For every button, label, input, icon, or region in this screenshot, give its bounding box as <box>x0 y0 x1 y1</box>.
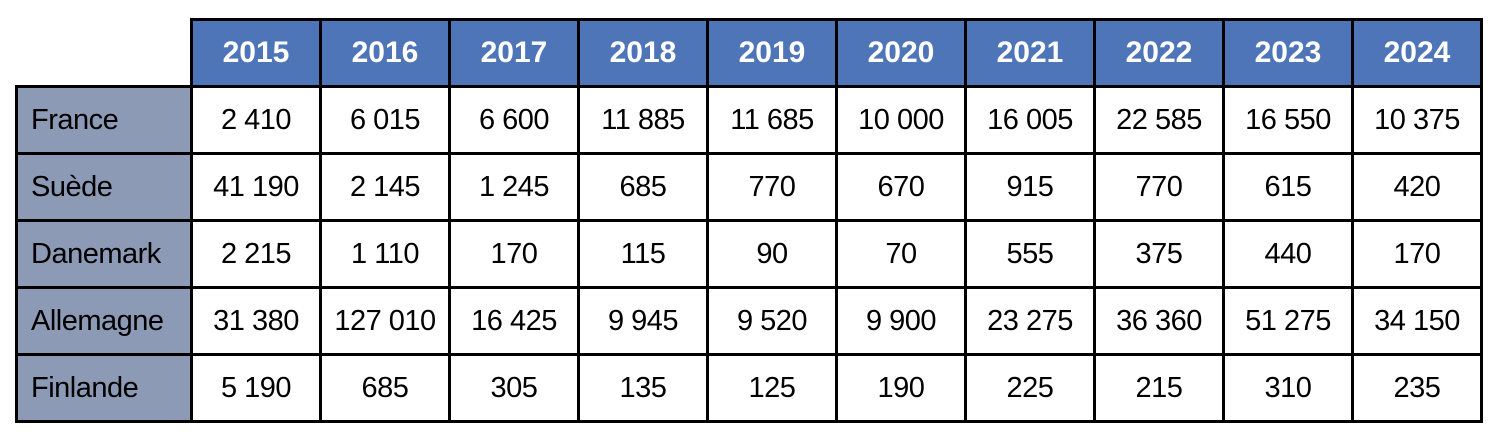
data-cell: 670 <box>835 152 967 222</box>
row-label: Suède <box>15 152 193 222</box>
data-cell: 685 <box>319 353 451 423</box>
data-cell: 215 <box>1093 353 1225 423</box>
data-cell: 2 145 <box>319 152 451 222</box>
row-label: Danemark <box>15 219 193 289</box>
data-table: 2015 2016 2017 2018 2019 2020 2021 2022 2023 2024… <box>15 18 1483 423</box>
data-cell: 9 900 <box>835 286 967 356</box>
data-cell: 190 <box>835 353 967 423</box>
data-cell: 305 <box>448 353 580 423</box>
year-header: 2024 <box>1351 18 1483 88</box>
data-cell: 36 360 <box>1093 286 1225 356</box>
year-header: 2020 <box>835 18 967 88</box>
data-cell: 6 015 <box>319 85 451 155</box>
year-header: 2015 <box>190 18 322 88</box>
year-header: 2018 <box>577 18 709 88</box>
data-cell: 2 410 <box>190 85 322 155</box>
year-header: 2021 <box>964 18 1096 88</box>
data-cell: 70 <box>835 219 967 289</box>
data-cell: 51 275 <box>1222 286 1354 356</box>
header-row: 2015 2016 2017 2018 2019 2020 2021 2022 2023 2024 <box>17 18 1483 88</box>
data-cell: 16 425 <box>448 286 580 356</box>
row-label: Allemagne <box>15 286 193 356</box>
data-cell: 770 <box>1093 152 1225 222</box>
data-cell: 170 <box>1351 219 1483 289</box>
data-cell: 615 <box>1222 152 1354 222</box>
data-cell: 127 010 <box>319 286 451 356</box>
data-cell: 9 520 <box>706 286 838 356</box>
data-cell: 420 <box>1351 152 1483 222</box>
row-label: France <box>15 85 193 155</box>
data-cell: 22 585 <box>1093 85 1225 155</box>
table-body: France 2 410 6 015 6 600 11 885 11 685 10 000 1… <box>15 85 1483 423</box>
data-cell: 16 005 <box>964 85 1096 155</box>
year-header: 2019 <box>706 18 838 88</box>
data-cell: 170 <box>448 219 580 289</box>
data-cell: 225 <box>964 353 1096 423</box>
data-cell: 11 685 <box>706 85 838 155</box>
data-cell: 6 600 <box>448 85 580 155</box>
data-cell: 555 <box>964 219 1096 289</box>
data-cell: 10 000 <box>835 85 967 155</box>
table-row: Danemark 2 215 1 110 170 115 90 70 555 375 440 170 <box>15 219 1483 289</box>
data-cell: 2 215 <box>190 219 322 289</box>
table-row: Finlande 5 190 685 305 135 125 190 225 215 310 235 <box>15 353 1483 423</box>
corner-cell <box>17 20 192 87</box>
data-cell: 125 <box>706 353 838 423</box>
data-cell: 440 <box>1222 219 1354 289</box>
data-cell: 9 945 <box>577 286 709 356</box>
data-cell: 90 <box>706 219 838 289</box>
row-label: Finlande <box>15 353 193 423</box>
data-cell: 135 <box>577 353 709 423</box>
data-cell: 685 <box>577 152 709 222</box>
table-canvas: 2015 2016 2017 2018 2019 2020 2021 2022 2023 2024… <box>15 18 1483 423</box>
data-cell: 915 <box>964 152 1096 222</box>
data-cell: 10 375 <box>1351 85 1483 155</box>
data-cell: 1 110 <box>319 219 451 289</box>
year-header: 2023 <box>1222 18 1354 88</box>
data-cell: 235 <box>1351 353 1483 423</box>
data-cell: 41 190 <box>190 152 322 222</box>
table-row: Suède 41 190 2 145 1 245 685 770 670 915 770 615 4… <box>15 152 1483 222</box>
data-cell: 1 245 <box>448 152 580 222</box>
year-header: 2022 <box>1093 18 1225 88</box>
data-cell: 310 <box>1222 353 1354 423</box>
data-cell: 16 550 <box>1222 85 1354 155</box>
data-cell: 31 380 <box>190 286 322 356</box>
data-cell: 375 <box>1093 219 1225 289</box>
data-cell: 115 <box>577 219 709 289</box>
data-cell: 11 885 <box>577 85 709 155</box>
data-cell: 5 190 <box>190 353 322 423</box>
data-cell: 34 150 <box>1351 286 1483 356</box>
data-cell: 770 <box>706 152 838 222</box>
table-row: Allemagne 31 380 127 010 16 425 9 945 9 520 9 … <box>15 286 1483 356</box>
year-header: 2016 <box>319 18 451 88</box>
data-cell: 23 275 <box>964 286 1096 356</box>
table-row: France 2 410 6 015 6 600 11 885 11 685 10 000 1… <box>15 85 1483 155</box>
year-header: 2017 <box>448 18 580 88</box>
